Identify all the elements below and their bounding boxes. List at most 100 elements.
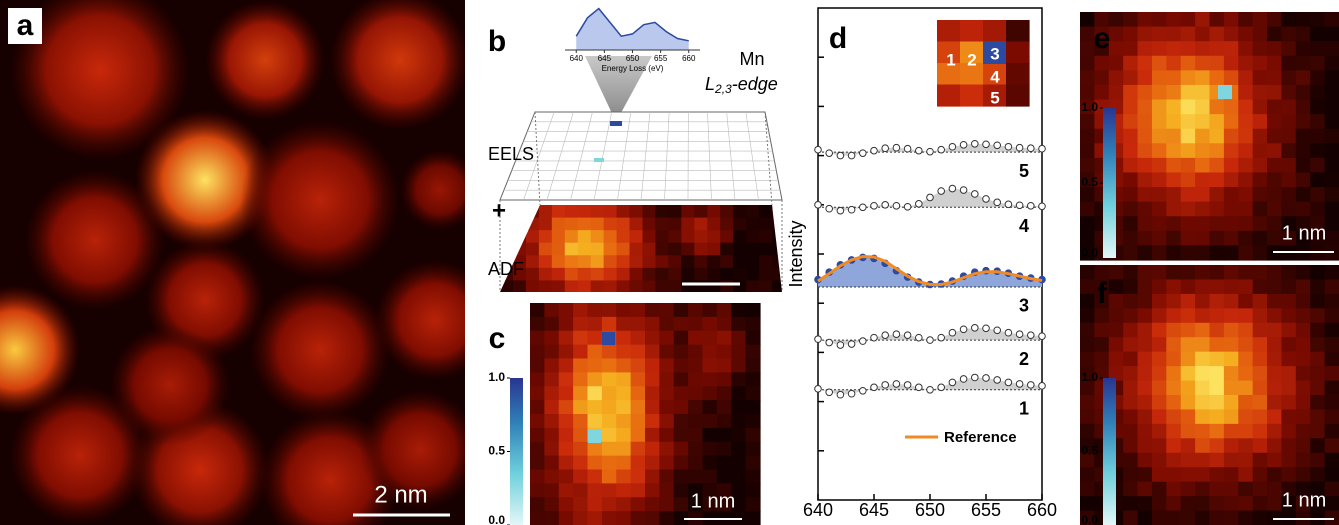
map-pixel (642, 242, 657, 256)
map-pixel (530, 358, 545, 373)
map-pixel (659, 344, 675, 360)
map-pixel (544, 372, 560, 387)
map-pixel (1180, 157, 1196, 174)
x-tick-label: 655 (971, 500, 1001, 520)
map-pixel (1209, 438, 1225, 454)
data-point (971, 324, 979, 332)
particle (330, 0, 465, 130)
map-pixel (772, 242, 782, 256)
map-pixel (587, 400, 603, 415)
map-pixel (629, 205, 644, 219)
map-pixel (1223, 55, 1239, 71)
map-pixel (1324, 26, 1339, 42)
map-pixel (629, 255, 644, 269)
map-pixel (1281, 409, 1297, 425)
map-pixel (1094, 26, 1110, 42)
x-axis-label: Energy Loss (eV) (860, 523, 999, 525)
map-pixel (731, 372, 747, 387)
map-pixel (1267, 395, 1283, 411)
map-pixel (1080, 337, 1095, 353)
data-point (836, 390, 845, 399)
map-pixel (1180, 409, 1196, 425)
map-pixel (1080, 70, 1095, 86)
map-pixel (1295, 157, 1311, 174)
map-pixel (1310, 70, 1326, 86)
map-pixel (1137, 216, 1153, 232)
map-pixel (1267, 438, 1283, 454)
map-pixel (544, 441, 560, 457)
map-pixel (1180, 216, 1196, 232)
map-pixel (1252, 351, 1268, 367)
map-pixel (1137, 438, 1153, 454)
map-pixel (1295, 143, 1311, 159)
map-pixel (1238, 41, 1254, 57)
map-pixel (716, 358, 732, 373)
map-pixel (1223, 114, 1239, 130)
map-pixel (630, 358, 646, 373)
map-pixel (745, 483, 761, 498)
map-pixel (573, 400, 589, 415)
map-pixel (1324, 114, 1339, 130)
map-pixel (616, 469, 632, 484)
map-pixel (716, 316, 732, 332)
map-pixel (707, 230, 721, 244)
grid-rule (593, 111, 612, 201)
map-pixel (601, 303, 617, 318)
map-pixel (1295, 510, 1311, 525)
map-pixel (1209, 510, 1225, 525)
map-pixel (587, 414, 603, 429)
map-pixel (1151, 99, 1167, 115)
map-pixel (1195, 245, 1211, 261)
map-pixel (544, 400, 560, 415)
map: 1 2 3 4 5 (937, 20, 1030, 107)
map-pixel (1223, 99, 1239, 115)
map-pixel (1267, 172, 1283, 188)
map-pixel (1267, 293, 1283, 309)
map-pixel (1281, 245, 1297, 261)
panel-label: e (1094, 22, 1111, 55)
map-pixel (500, 242, 514, 256)
map-pixel (1324, 99, 1339, 115)
map-pixel (1238, 395, 1254, 411)
map-pixel (1166, 481, 1182, 497)
map-pixel (1223, 143, 1239, 159)
map-pixel (720, 242, 734, 256)
map-pixel (1238, 216, 1254, 232)
map-pixel (1267, 351, 1283, 367)
map-pixel (1295, 423, 1311, 439)
map-pixel (1195, 265, 1211, 281)
map-pixel (1195, 423, 1211, 439)
map-pixel (587, 455, 603, 471)
map-pixel (746, 267, 760, 282)
map-pixel (694, 230, 708, 244)
map-pixel (668, 217, 682, 231)
inset-label: 2 (967, 50, 976, 69)
map-pixel (630, 386, 646, 401)
map-pixel (1006, 63, 1030, 86)
map-pixel (1281, 114, 1297, 130)
map-pixel (731, 358, 747, 373)
map-pixel (1080, 351, 1095, 367)
map-pixel (601, 441, 617, 457)
map-pixel (1295, 308, 1311, 324)
map-pixel (1238, 245, 1254, 261)
map-pixel (1195, 337, 1211, 353)
map-pixel (1166, 395, 1182, 411)
inset-tick-label: 655 (654, 54, 668, 63)
map-pixel (1080, 230, 1095, 247)
map-pixel (937, 41, 961, 64)
map-pixel (655, 280, 670, 292)
map-pixel (530, 344, 545, 360)
map-pixel (1223, 366, 1239, 382)
map-pixel (1281, 496, 1297, 512)
map-pixel (1252, 128, 1268, 144)
map-pixel (1195, 12, 1211, 28)
map-pixel (745, 455, 761, 471)
map-pixel (573, 455, 589, 471)
map-pixel (681, 242, 695, 256)
map-pixel (1166, 187, 1182, 203)
map-pixel (1310, 157, 1326, 174)
map-pixel (1252, 481, 1268, 497)
map-pixel (1209, 337, 1225, 353)
map-pixel (731, 316, 747, 332)
